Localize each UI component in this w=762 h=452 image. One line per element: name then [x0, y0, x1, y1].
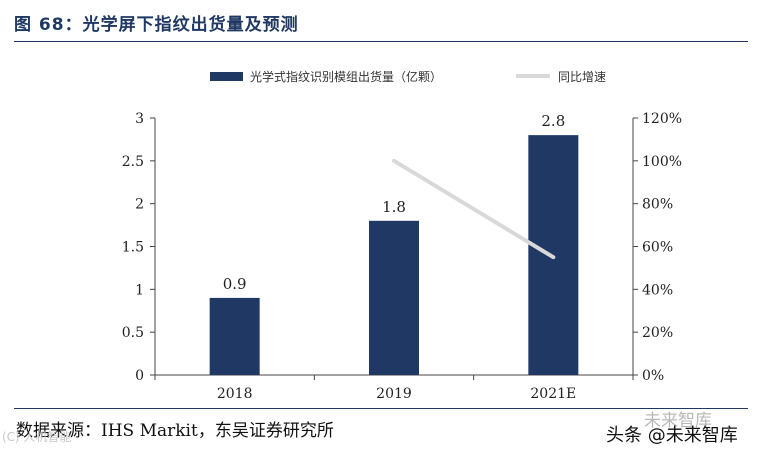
left-tick-label: 2: [135, 197, 144, 213]
legend-bar-label: 光学式指纹识别模组出货量（亿颗）: [250, 69, 442, 84]
left-tick-label: 0.5: [122, 325, 144, 341]
growth-series: [392, 158, 556, 260]
title-divider: [14, 41, 748, 42]
bar: [209, 297, 260, 375]
x-tick-label: 2019: [376, 386, 412, 402]
right-tick-label: 80%: [642, 197, 673, 213]
left-tick-label: 1: [135, 282, 144, 298]
right-tick-label: 120%: [642, 111, 682, 127]
footer-divider: [14, 408, 748, 409]
right-tick-label: 0%: [642, 368, 664, 384]
watermark-top: 未来智库: [644, 411, 712, 431]
x-tick-label: 2021E: [530, 386, 576, 402]
growth-line: [392, 158, 556, 260]
bar: [369, 220, 419, 375]
bar-data-label: 0.9: [223, 275, 247, 293]
x-tick-label: 2018: [217, 386, 253, 402]
legend: 光学式指纹识别模组出货量（亿颗） 同比增速: [210, 69, 606, 84]
watermark-bottom: 头条 @未来智库: [606, 425, 738, 446]
watermark-left: (C) 人机智能: [2, 430, 72, 444]
bar-data-label: 1.8: [382, 198, 406, 216]
source-note: 数据来源：IHS Markit，东吴证券研究所: [16, 421, 334, 441]
right-tick-label: 60%: [642, 240, 673, 256]
left-tick-label: 2.5: [122, 154, 144, 170]
right-tick-label: 20%: [642, 325, 673, 341]
left-tick-label: 1.5: [122, 240, 144, 256]
figure-title: 图 68：光学屏下指纹出货量及预测: [14, 15, 299, 35]
left-tick-label: 3: [135, 111, 144, 127]
right-tick-label: 100%: [642, 154, 682, 170]
left-tick-label: 0: [135, 368, 144, 384]
legend-bar-swatch: [210, 72, 243, 81]
bar-data-label: 2.8: [541, 112, 565, 130]
bars: 0.9 1.8 2.8: [209, 112, 579, 375]
legend-line-label: 同比增速: [558, 70, 606, 84]
right-tick-label: 40%: [642, 282, 673, 298]
